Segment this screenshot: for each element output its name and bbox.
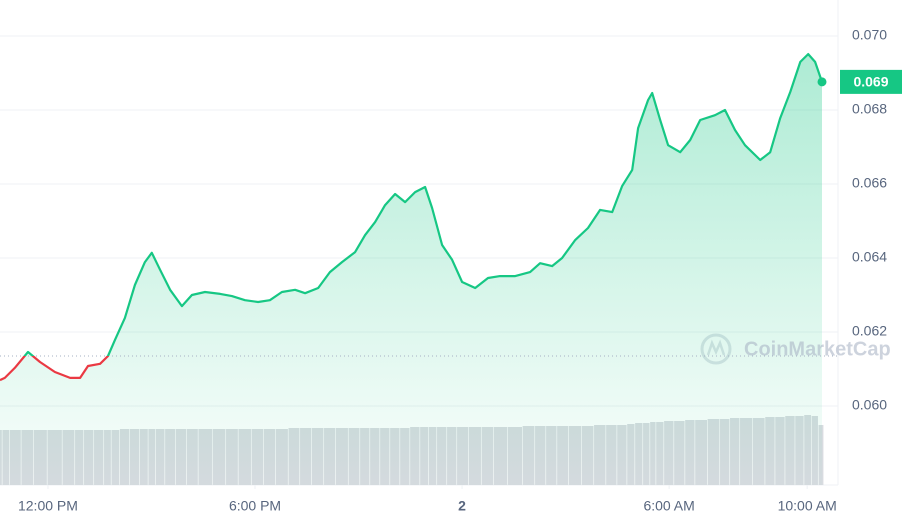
area [0,54,822,485]
watermark: CoinMarketCap [744,338,891,360]
last-point [817,77,827,87]
y-tick-label: 0.060 [852,397,887,413]
price-label: 0.069 [853,74,888,90]
x-tick-label: 6:00 PM [229,498,281,514]
x-tick-label: 6:00 AM [643,498,694,514]
y-tick-label: 0.062 [852,323,887,339]
y-tick-label: 0.068 [852,101,887,117]
x-tick-label: 2 [458,498,466,514]
price-badge [840,69,902,94]
x-tick-label: 10:00 AM [778,498,837,514]
y-tick-label: 0.070 [852,27,887,43]
x-tick-label: 12:00 PM [18,498,78,514]
price-line [0,53,824,382]
y-tick-label: 0.066 [852,175,887,191]
y-tick-label: 0.064 [852,249,887,265]
